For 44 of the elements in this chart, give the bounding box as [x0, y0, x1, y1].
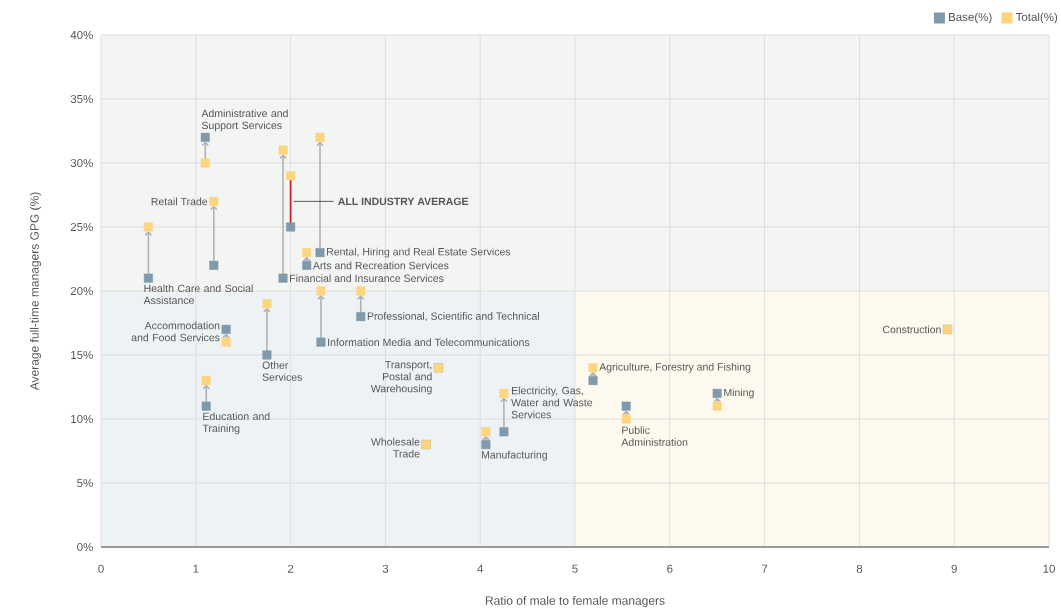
annotation: Information Media and Telecommunications: [328, 338, 530, 347]
annotation: Manufacturing: [481, 450, 547, 461]
x-tick-label: 5: [572, 564, 578, 573]
annotation: Arts and Recreation Services: [312, 261, 449, 270]
annotation: Construction: [882, 325, 941, 334]
annotation: Education and Training: [202, 412, 270, 435]
y-tick-label: 30%: [70, 158, 93, 168]
annotation: Financial and Insurance Services: [290, 274, 444, 283]
x-tick-label: 0: [98, 564, 104, 573]
legend-label: Total(%): [1015, 12, 1058, 24]
legend-label: Base(%): [949, 12, 992, 24]
annotation: Health Care and Social Assistance: [143, 284, 253, 305]
x-tick-label: 7: [762, 564, 768, 573]
annotation: Other Services: [262, 361, 302, 381]
x-tick-label: 9: [951, 564, 957, 573]
annotation: Mining: [724, 388, 754, 399]
x-axis-title: Ratio of male to female managers: [485, 596, 665, 608]
y-tick-label: 0%: [77, 542, 93, 552]
annotation: Rental, Hiring and Real Estate Services: [327, 247, 511, 258]
y-tick-label: 20%: [70, 286, 93, 296]
y-tick-label: 25%: [70, 222, 93, 232]
x-tick-label: 2: [287, 564, 294, 573]
y-tick-label: 10%: [71, 414, 93, 424]
annotation: Professional, Scientific and Technical: [367, 312, 539, 322]
annotation: Accommodation and Food Services: [131, 321, 220, 342]
annotation: Administrative and Support Services: [201, 109, 288, 132]
y-tick-label: 40%: [70, 30, 93, 40]
x-tick-label: 3: [382, 564, 389, 573]
x-tick-label: 10: [1043, 564, 1055, 573]
annotation: Retail Trade: [151, 197, 208, 206]
y-tick-label: 5%: [77, 478, 93, 488]
annotation: Wholesale Trade: [371, 437, 420, 458]
y-axis-title: Average full-time managers GPG (%): [29, 192, 42, 391]
annotation: Agriculture, Forestry and Fishing: [599, 362, 751, 373]
x-tick-label: 4: [477, 564, 484, 573]
y-tick-label: 35%: [70, 94, 93, 104]
annotation: ALL INDUSTRY AVERAGE: [338, 197, 469, 206]
annotation: Electricity, Gas, Water and Waste Services: [511, 386, 593, 419]
x-tick-label: 1: [193, 564, 199, 573]
annotation: Transport, Postal and Warehousing: [370, 360, 432, 395]
x-tick-label: 6: [667, 564, 673, 573]
annotation: Public Administration: [621, 426, 688, 446]
y-tick-label: 15%: [71, 350, 93, 360]
x-tick-label: 8: [856, 564, 863, 573]
